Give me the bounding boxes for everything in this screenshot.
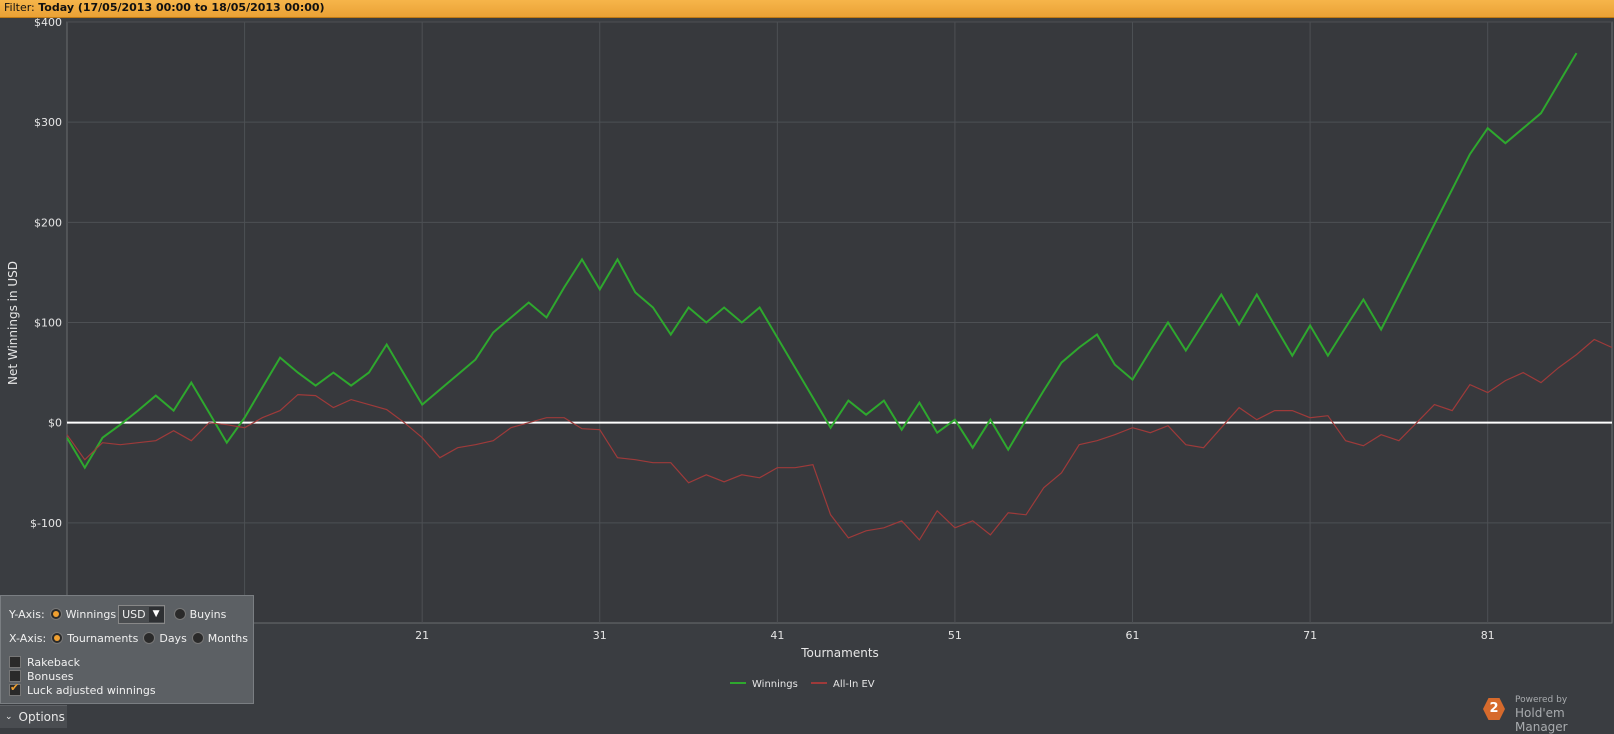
y-axis-label: Net Winnings in USD [6, 261, 20, 385]
series-line-allin-ev [66, 338, 1613, 541]
legend-label-winnings: Winnings [752, 679, 798, 690]
radio-days[interactable] [143, 632, 156, 644]
y-axis-label: Y-Axis: [9, 607, 45, 621]
options-tab-label[interactable]: Options [18, 710, 65, 724]
options-tab[interactable]: ⌄ Options [0, 705, 67, 728]
x-axis-option-label: X-Axis: [9, 631, 47, 645]
y-tick-label: $0 [48, 417, 62, 430]
y-tick-label: $200 [34, 216, 62, 229]
y-tick-label: $400 [34, 18, 62, 29]
radio-buyins[interactable] [173, 608, 186, 620]
y-axis-row: Y-Axis: Winnings USD ▼ Buyins [9, 604, 227, 624]
brand-name: Hold'em Manager [1515, 706, 1568, 734]
radio-tournaments[interactable] [51, 632, 64, 644]
filter-bar[interactable]: Filter: Today (17/05/2013 00:00 to 18/05… [0, 0, 1614, 18]
series-line-winnings [66, 52, 1578, 470]
rakeback-label[interactable]: Rakeback [27, 655, 81, 669]
rakeback-checkbox[interactable] [9, 656, 21, 668]
months-option-label[interactable]: Months [207, 631, 249, 645]
legend: Winnings All-In EV [730, 679, 875, 690]
radio-winnings[interactable] [49, 608, 62, 620]
x-tick-label: 21 [415, 629, 429, 642]
chevron-down-icon[interactable]: ⌄ [5, 712, 13, 722]
x-tick-label: 71 [1303, 629, 1317, 642]
luck-adjusted-checkbox[interactable] [9, 681, 21, 696]
filter-label: Filter: [4, 1, 35, 14]
brand-watermark: 2 Powered by Hold'em Manager [1483, 695, 1614, 734]
filter-value[interactable]: Today (17/05/2013 00:00 to 18/05/2013 00… [38, 1, 325, 14]
dropdown-arrow-icon[interactable]: ▼ [148, 606, 164, 622]
x-axis-label: Tournaments [800, 646, 879, 660]
rakeback-row[interactable]: Rakeback [9, 653, 80, 671]
tournaments-option-label[interactable]: Tournaments [67, 631, 139, 645]
y-tick-label: $100 [34, 317, 62, 330]
bonuses-row[interactable]: Bonuses [9, 667, 73, 685]
x-axis-row: X-Axis: Tournaments Days Months [9, 629, 248, 647]
y-tick-label: $300 [34, 116, 62, 129]
x-tick-label: 41 [770, 629, 784, 642]
x-tick-label: 81 [1481, 629, 1495, 642]
currency-value: USD [122, 607, 146, 621]
days-option-label[interactable]: Days [159, 631, 187, 645]
luck-adjusted-label[interactable]: Luck adjusted winnings [27, 683, 156, 697]
x-tick-label: 51 [948, 629, 962, 642]
legend-label-allin-ev: All-In EV [833, 679, 875, 690]
luck-adjusted-row[interactable]: Luck adjusted winnings [9, 681, 156, 699]
radio-months[interactable] [191, 632, 204, 644]
buyins-option-label[interactable]: Buyins [189, 607, 227, 621]
powered-by-text: Powered by [1515, 695, 1568, 705]
x-tick-label: 31 [593, 629, 607, 642]
currency-select[interactable]: USD ▼ [118, 604, 165, 624]
y-tick-label: $-100 [30, 517, 62, 530]
winnings-chart: $400 $300 $200 $100 $0 $-100 21 31 41 51 61 71 81 N… [6, 18, 1613, 690]
hem-logo-icon: 2 [1483, 698, 1505, 720]
winnings-option-label[interactable]: Winnings [65, 607, 117, 621]
x-tick-label: 61 [1126, 629, 1140, 642]
bonuses-label[interactable]: Bonuses [27, 669, 74, 683]
options-panel: Y-Axis: Winnings USD ▼ Buyins X-Axis: To… [0, 595, 254, 704]
